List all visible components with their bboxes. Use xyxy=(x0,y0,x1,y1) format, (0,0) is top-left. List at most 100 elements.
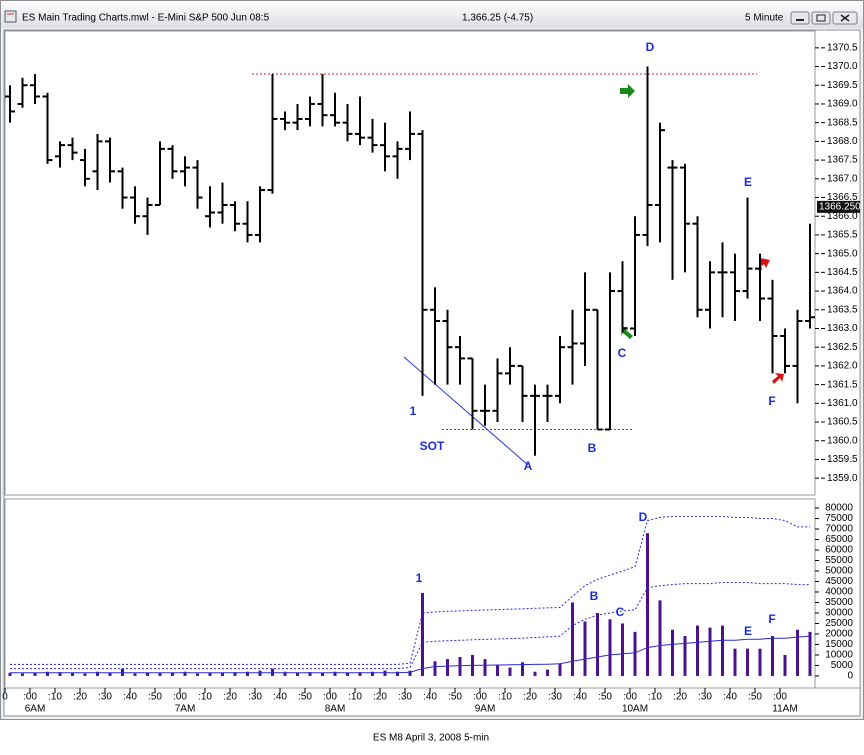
volume-bar xyxy=(321,672,324,676)
volume-bar xyxy=(421,593,424,676)
volume-bar xyxy=(533,671,537,676)
y-tick-label: 1370.0 xyxy=(827,61,858,72)
hour-label: 8AM xyxy=(325,704,346,715)
volume-bar xyxy=(721,625,724,676)
y-tick-label: 45000 xyxy=(825,576,853,587)
x-tick-label: :50 xyxy=(298,692,312,703)
trendline xyxy=(403,356,529,466)
x-tick-label: :40 xyxy=(273,692,287,703)
y-tick-label: 1365.0 xyxy=(827,248,858,259)
volume-bar xyxy=(683,636,687,676)
volume-bar xyxy=(771,636,774,676)
x-tick-label: :50 xyxy=(748,692,762,703)
annotation: 1 xyxy=(416,571,423,585)
volume-pane xyxy=(4,498,816,689)
volume-bar xyxy=(171,672,174,676)
window-title: ES Main Trading Charts.mwl - E-Mini S&P … xyxy=(22,13,270,24)
y-tick-label: 60000 xyxy=(825,545,853,556)
x-tick-label: :10 xyxy=(198,692,212,703)
volume-bar xyxy=(458,657,462,676)
volume-bar xyxy=(258,670,262,676)
volume-bar xyxy=(621,623,624,676)
volume-bar xyxy=(383,670,387,676)
volume-bar xyxy=(8,672,12,676)
volume-bar xyxy=(671,629,674,676)
volume-bar xyxy=(433,661,437,676)
volume-overlay xyxy=(10,515,810,665)
volume-bar xyxy=(446,659,449,676)
x-tick-label: :40 xyxy=(573,692,587,703)
y-tick-label: 80000 xyxy=(825,503,853,514)
annotation: C xyxy=(616,605,625,619)
volume-bar xyxy=(796,629,799,676)
volume-bar xyxy=(646,533,649,676)
x-tick-label: :00 xyxy=(173,692,187,703)
x-tick-label: :10 xyxy=(648,692,662,703)
volume-overlay xyxy=(10,635,811,674)
volume-bar xyxy=(633,631,637,676)
volume-bar xyxy=(546,669,549,676)
volume-bar xyxy=(58,672,62,676)
annotation: B xyxy=(588,441,597,455)
x-tick-label: :30 xyxy=(698,692,712,703)
x-tick-label: :50 xyxy=(598,692,612,703)
y-tick-label: 1362.0 xyxy=(827,361,858,372)
quote: 1,366.25 (-4.75) xyxy=(462,13,533,24)
x-tick-label: :00 xyxy=(473,692,487,703)
last-price-box xyxy=(817,200,860,213)
x-tick-label: :10 xyxy=(48,692,62,703)
x-tick-label: :00 xyxy=(773,692,787,703)
y-tick-label: 15000 xyxy=(825,639,853,650)
annotation: F xyxy=(768,612,775,626)
annotation: E xyxy=(744,624,752,638)
volume-bar xyxy=(396,671,399,676)
restore-button[interactable] xyxy=(811,11,831,25)
x-tick-label: :30 xyxy=(248,692,262,703)
x-tick-label: :50 xyxy=(148,692,162,703)
y-tick-label: 1366.0 xyxy=(827,211,858,222)
volume-bar xyxy=(521,662,524,676)
y-tick-label: 50000 xyxy=(825,566,853,577)
last-price-label: 1366.250 xyxy=(819,202,861,213)
volume-bar xyxy=(583,621,587,676)
volume-bar xyxy=(183,671,187,676)
y-tick-label: 1359.0 xyxy=(827,473,858,484)
y-tick-label: 75000 xyxy=(825,513,853,524)
volume-bar xyxy=(746,648,749,676)
y-tick-label: 1361.0 xyxy=(827,398,858,409)
minimize-button[interactable] xyxy=(790,11,810,25)
x-tick-label: :30 xyxy=(398,692,412,703)
hour-label: 7AM xyxy=(175,704,196,715)
volume-bar xyxy=(33,672,37,676)
volume-bar xyxy=(658,600,662,676)
y-tick-label: 35000 xyxy=(825,597,853,608)
x-tick-label: :20 xyxy=(223,692,237,703)
volume-bar xyxy=(608,619,612,676)
x-tick-label: :30 xyxy=(548,692,562,703)
hour-label: 9AM xyxy=(475,704,496,715)
y-tick-label: 40000 xyxy=(825,587,853,598)
x-tick-label: :10 xyxy=(348,692,362,703)
x-tick-label: :20 xyxy=(673,692,687,703)
y-tick-label: 1367.0 xyxy=(827,173,858,184)
y-tick-label: 10000 xyxy=(825,650,853,661)
x-tick-label: :00 xyxy=(23,692,37,703)
y-tick-label: 1363.5 xyxy=(827,304,858,315)
x-tick-label: :00 xyxy=(323,692,337,703)
volume-bar xyxy=(83,673,87,676)
volume-bar xyxy=(221,672,224,676)
volume-bar xyxy=(208,672,212,676)
y-tick-label: 55000 xyxy=(825,555,853,566)
volume-bar xyxy=(46,671,49,676)
volume-bar xyxy=(708,627,712,676)
hour-label: 10AM xyxy=(622,704,648,715)
y-tick-label: 1362.5 xyxy=(827,342,858,353)
volume-bar xyxy=(758,648,762,676)
x-tick-label: 0 xyxy=(2,692,8,703)
y-tick-label: 1360.5 xyxy=(827,417,858,428)
y-tick-label: 1364.5 xyxy=(827,267,858,278)
volume-bar xyxy=(333,671,337,676)
volume-bar xyxy=(496,665,499,676)
x-tick-label: :00 xyxy=(623,692,637,703)
